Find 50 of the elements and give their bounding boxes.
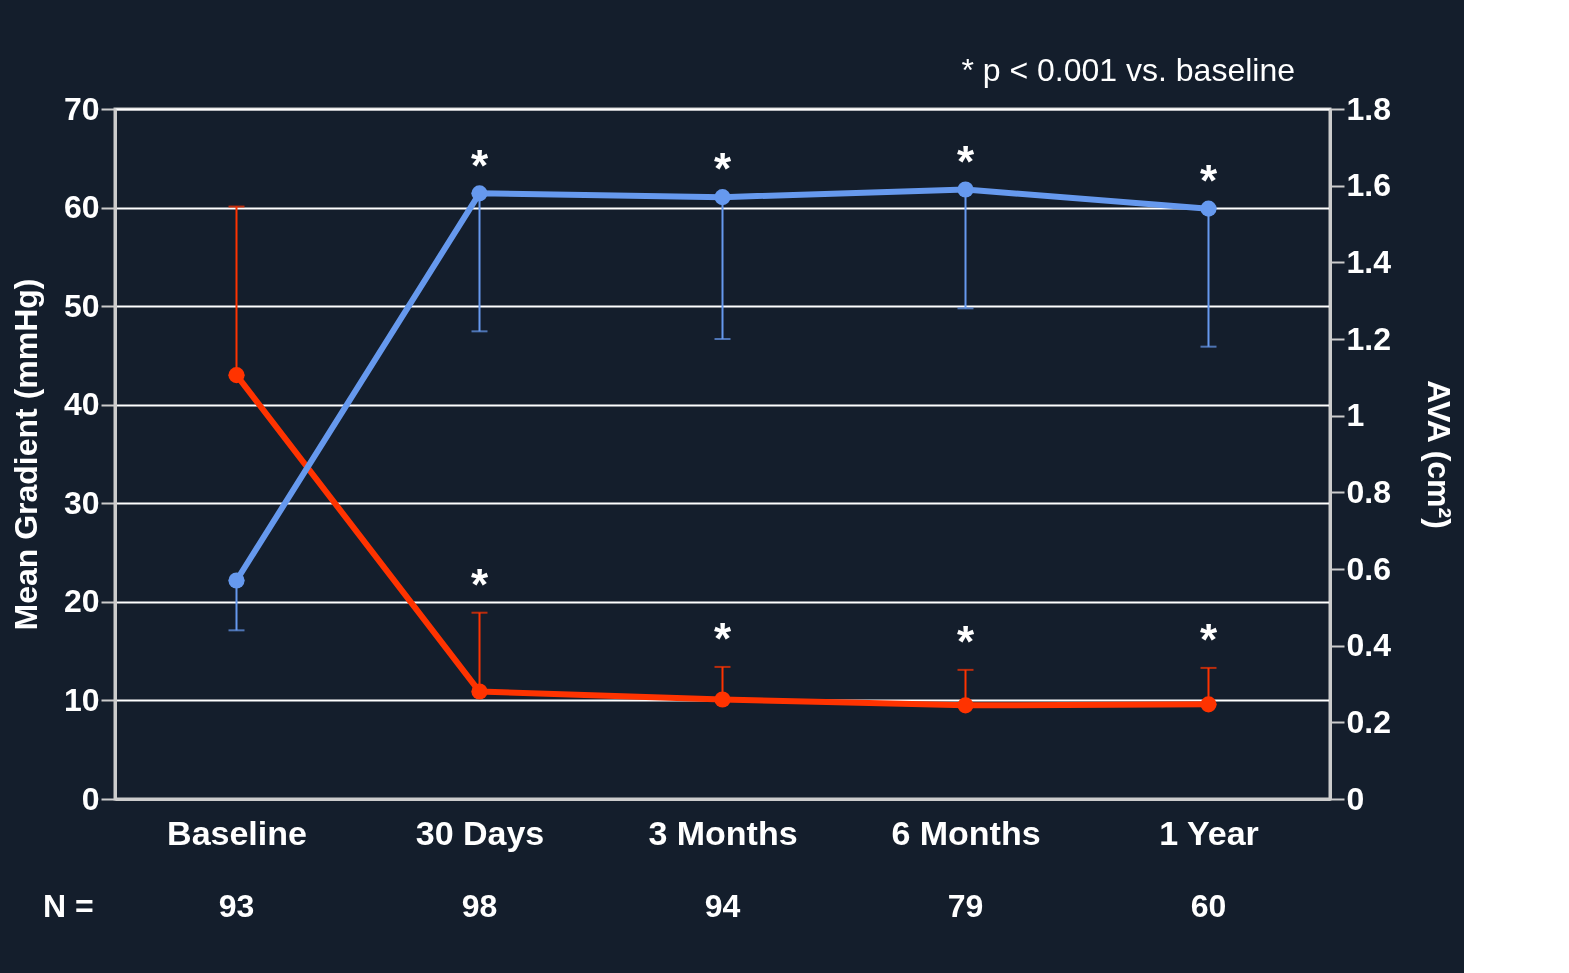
y-tick-label: 50 bbox=[63, 287, 100, 324]
annotation: * bbox=[956, 616, 975, 666]
point bbox=[1200, 696, 1217, 713]
y2-tick-label: 0.8 bbox=[1346, 473, 1391, 510]
point bbox=[1200, 200, 1217, 217]
point bbox=[471, 185, 488, 202]
text: N = bbox=[43, 888, 94, 924]
point bbox=[228, 367, 245, 384]
annotation: * bbox=[470, 140, 489, 190]
y-tick-label: 0 bbox=[81, 780, 100, 817]
y2-tick-label: 1 bbox=[1346, 397, 1365, 434]
text: 98 bbox=[461, 888, 498, 924]
y-tick-label: 20 bbox=[63, 583, 100, 620]
text: 79 bbox=[947, 888, 984, 924]
annotation: * bbox=[713, 143, 732, 193]
y-axis-title: Mean Gradient (mmHg) bbox=[7, 278, 44, 631]
y2-axis-title: AVA (cm²) bbox=[1420, 380, 1457, 529]
annotation: * bbox=[956, 136, 975, 186]
text: 93 bbox=[218, 888, 255, 924]
y-tick-label: 30 bbox=[63, 484, 100, 521]
annotation: * bbox=[1199, 155, 1218, 205]
x-tick-label: 3 Months bbox=[648, 813, 798, 852]
y2-tick-label: 1.2 bbox=[1346, 320, 1391, 357]
y2-tick-label: 0 bbox=[1346, 780, 1365, 817]
y2-tick-label: 0.6 bbox=[1346, 550, 1391, 587]
x-tick-label: 1 Year bbox=[1159, 813, 1259, 852]
point bbox=[228, 572, 245, 589]
y-tick-label: 60 bbox=[63, 189, 100, 226]
annotation: * bbox=[470, 559, 489, 609]
y-tick-label: 40 bbox=[63, 386, 100, 423]
annotation: * bbox=[713, 613, 732, 663]
text: 94 bbox=[704, 888, 741, 924]
y-tick-label: 70 bbox=[63, 90, 100, 127]
annotation: * bbox=[1199, 614, 1218, 664]
text: 60 bbox=[1190, 888, 1227, 924]
y2-tick-label: 1.6 bbox=[1346, 167, 1391, 204]
point bbox=[714, 691, 731, 708]
x-tick-label: 30 Days bbox=[415, 813, 545, 852]
x-tick-label: Baseline bbox=[167, 813, 307, 852]
point bbox=[714, 189, 731, 206]
y2-tick-label: 1.4 bbox=[1346, 243, 1392, 280]
y2-tick-label: 0.4 bbox=[1346, 627, 1392, 664]
point bbox=[957, 181, 974, 198]
x-tick-label: 6 Months bbox=[891, 813, 1041, 852]
point bbox=[471, 683, 488, 700]
y2-tick-label: 0.2 bbox=[1346, 703, 1391, 740]
y-tick-label: 10 bbox=[63, 681, 100, 718]
point bbox=[957, 697, 974, 714]
y2-tick-label: 1.8 bbox=[1346, 90, 1391, 127]
text: * p < 0.001 vs. baseline bbox=[961, 52, 1295, 88]
